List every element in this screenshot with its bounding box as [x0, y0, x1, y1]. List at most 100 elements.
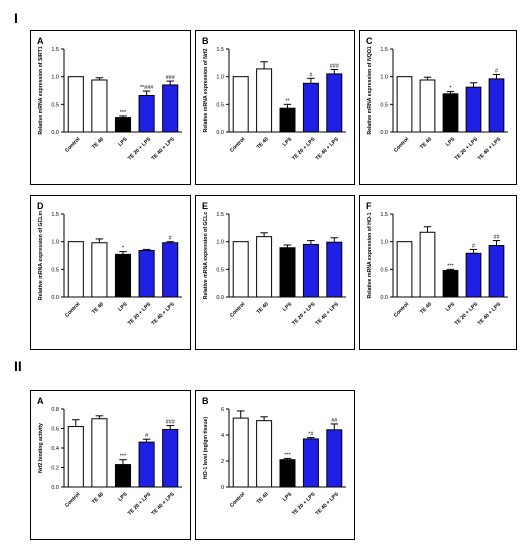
significance-label: ### [330, 63, 340, 69]
x-tick-label: TE 40 + LPS [315, 136, 341, 162]
x-tick-label: TE 40 [419, 136, 433, 150]
section-label-ii: II [14, 358, 22, 374]
bar [279, 247, 296, 298]
y-axis-label: Relative mRNA expression of GCLm [38, 211, 44, 301]
bar [67, 76, 84, 133]
x-tick-label: TE 20 + LPS [291, 491, 317, 517]
bar [465, 86, 482, 133]
bar [488, 245, 505, 298]
y-axis-label: Relative mRNA expression of NQO1 [367, 46, 373, 134]
y-tick-label: 0 [221, 485, 224, 491]
x-tick-label: TE 40 + LPS [477, 301, 503, 327]
bar-chart-svg: A Nrf2 binding activity 0.0 0.2 0.4 0.6 0.8 Con… [37, 396, 182, 517]
y-tick-label: 1.5 [51, 212, 59, 218]
x-tick-label: TE 20 + LPS [454, 136, 480, 162]
y-tick-label: 0.4 [51, 446, 59, 452]
bar [138, 94, 155, 133]
bar [91, 418, 108, 488]
y-tick-label: 0.5 [216, 267, 224, 273]
chart-panel-f: F Relative mRNA expression of HO-1 0.0 0.5 1… [359, 195, 517, 350]
bar [302, 82, 319, 133]
bar [419, 79, 436, 133]
x-tick-label: TE 20 + LPS [127, 491, 153, 517]
significance-label: # [472, 243, 476, 249]
x-tick-label: LPS [282, 136, 294, 148]
x-tick-label: TE 40 [419, 301, 433, 315]
y-tick-label: 0.2 [51, 466, 59, 472]
x-tick-label: LPS [282, 301, 294, 313]
bar [114, 253, 132, 298]
bar [326, 241, 343, 298]
significance-label: ** [285, 98, 290, 104]
x-tick-label: TE 20 + LPS [454, 301, 480, 327]
bar [396, 241, 413, 298]
x-tick-label: TE 20 + LPS [127, 301, 153, 327]
x-tick-label: TE 40 [256, 136, 270, 150]
x-tick-label: TE 40 [91, 301, 105, 315]
panel-letter: D [37, 201, 44, 211]
bar [326, 73, 343, 133]
y-axis-label: Relative mRNA expression of SIRT1 [38, 46, 44, 134]
y-tick-label: 0.5 [51, 102, 59, 108]
y-tick-label: 0.0 [380, 295, 388, 301]
x-tick-label: LPS [117, 491, 129, 503]
significance-label: ## [493, 235, 500, 241]
y-axis-label: Relative mRNA expression of HO-1 [367, 212, 373, 298]
y-tick-label: 1.0 [380, 240, 388, 246]
bar [114, 117, 132, 133]
bar [162, 428, 179, 488]
significance-label: * [449, 86, 452, 92]
bar [302, 438, 319, 488]
bar [442, 93, 459, 133]
y-tick-label: 0.5 [51, 267, 59, 273]
y-tick-label: 1.5 [51, 47, 59, 53]
x-tick-label: Control [229, 301, 247, 319]
y-tick-label: 1.0 [216, 75, 224, 81]
x-tick-label: TE 40 + LPS [151, 491, 177, 517]
bar [91, 242, 108, 298]
panel-letter: A [37, 396, 44, 406]
y-tick-label: 0.0 [51, 295, 59, 301]
y-tick-label: 0.0 [216, 295, 224, 301]
y-tick-label: 6 [221, 407, 224, 413]
y-tick-label: 1.5 [216, 47, 224, 53]
panel-letter: B [202, 396, 209, 406]
significance-label: # [309, 72, 313, 78]
x-tick-label: Control [64, 136, 82, 154]
panel-letter: A [37, 36, 44, 46]
y-tick-label: 0.0 [380, 130, 388, 136]
bar [67, 426, 84, 488]
bar [442, 269, 459, 298]
bar-chart-svg: B HO-1 level (ng/gm tissue) 0 2 4 6 Control TE … [202, 396, 346, 517]
y-axis-label: HO-1 level (ng/gm tissue) [203, 417, 209, 480]
bar [488, 78, 505, 133]
x-tick-label: Control [64, 491, 82, 509]
x-tick-label: TE 40 + LPS [315, 491, 341, 517]
bar [256, 420, 273, 488]
x-tick-label: Control [229, 136, 247, 154]
bar [138, 250, 155, 298]
bar [465, 252, 482, 298]
x-tick-label: LPS [117, 301, 129, 313]
significance-label: ## [331, 418, 338, 424]
y-tick-label: 0.6 [51, 427, 59, 433]
x-tick-label: TE 40 [256, 301, 270, 315]
chart-panel-e: E Relative mRNA expression of GCLc 0.0 0.5 1… [195, 195, 355, 350]
significance-label: # [495, 68, 499, 74]
x-tick-label: TE 20 + LPS [291, 301, 317, 327]
bar [279, 107, 296, 133]
significance-label: * [122, 246, 125, 252]
y-tick-label: 1.5 [380, 212, 388, 218]
y-axis-label: Nrf2 binding activity [38, 423, 44, 473]
y-tick-label: 2 [221, 459, 224, 465]
x-tick-label: Control [64, 301, 82, 319]
x-tick-label: TE 40 [91, 136, 105, 150]
bar [162, 84, 179, 133]
bar-chart-svg: B Relative mRNA expression of Nrf2 0.0 0.5 1… [202, 36, 346, 162]
significance-label: # [145, 433, 149, 439]
significance-label: **### [140, 85, 154, 91]
bar [138, 441, 155, 488]
y-tick-label: 1.0 [51, 75, 59, 81]
